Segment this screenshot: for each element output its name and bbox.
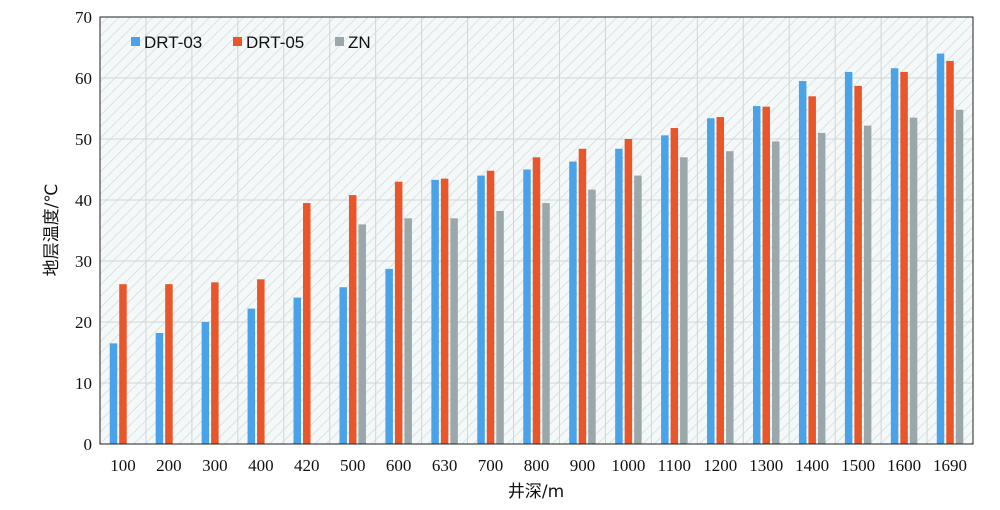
y-tick-label: 20 (75, 313, 92, 332)
bar-drt-03 (339, 287, 347, 444)
y-axis-ticks: 0 10 20 30 40 50 60 70 (75, 8, 92, 454)
x-tick-label: 1100 (658, 456, 691, 475)
bar-drt-05 (532, 157, 541, 445)
bar-drt-05 (900, 71, 908, 445)
bar-drt-03 (523, 169, 531, 444)
y-tick-label: 40 (75, 191, 92, 210)
x-tick-label: 300 (202, 456, 228, 475)
x-tick-label: 400 (248, 456, 274, 475)
bar-drt-05 (624, 139, 633, 444)
y-tick-label: 60 (75, 69, 92, 88)
x-tick-label: 600 (386, 456, 412, 475)
x-tick-label: 100 (110, 456, 136, 475)
bar-drt-05 (440, 178, 449, 444)
x-axis-title: 井深/m (508, 482, 564, 502)
bar-drt-05 (716, 117, 725, 444)
bar-drt-05 (486, 170, 495, 444)
bar-zn (955, 109, 964, 444)
bar-drt-03 (155, 332, 164, 444)
bar-drt-03 (890, 68, 899, 445)
legend-label-drt-03: DRT-03 (144, 33, 202, 52)
bars (109, 53, 964, 445)
bar-drt-05 (808, 96, 816, 445)
bar-drt-03 (293, 297, 302, 444)
x-tick-label: 1000 (611, 456, 645, 475)
bar-drt-03 (385, 268, 393, 444)
bar-drt-03 (707, 118, 715, 444)
x-tick-label: 1400 (795, 456, 829, 475)
y-tick-label: 0 (84, 435, 93, 454)
x-tick-label: 800 (524, 456, 550, 475)
plot-area-frame (99, 16, 974, 445)
x-tick-label: 1200 (703, 456, 737, 475)
x-tick-label: 1600 (887, 456, 921, 475)
x-tick-label: 1690 (933, 456, 967, 475)
legend-swatch-drt-03 (131, 37, 140, 46)
x-tick-label: 900 (570, 456, 596, 475)
bar-zn (634, 175, 642, 444)
x-tick-label: 630 (432, 456, 458, 475)
x-tick-label: 200 (156, 456, 182, 475)
bar-zn (588, 189, 596, 444)
bar-drt-03 (201, 322, 210, 444)
bar-drt-03 (247, 308, 256, 444)
bar-drt-05 (670, 128, 679, 444)
bar-drt-03 (477, 175, 485, 444)
bar-zn (450, 218, 458, 444)
bar-drt-03 (936, 53, 945, 444)
bar-drt-05 (762, 106, 770, 445)
gridlines (100, 17, 973, 444)
bar-zn (358, 224, 366, 444)
bar-zn (404, 218, 412, 444)
bar-drt-03 (798, 81, 807, 445)
y-tick-label: 70 (75, 8, 92, 27)
legend-label-drt-05: DRT-05 (246, 33, 304, 52)
legend-label-zn: ZN (348, 33, 371, 52)
legend-swatch-zn (335, 37, 344, 46)
bar-drt-05 (348, 195, 357, 444)
bar-zn (542, 203, 550, 444)
bar-drt-05 (303, 203, 311, 444)
x-tick-label: 700 (478, 456, 504, 475)
bar-zn (496, 210, 504, 444)
bar-zn (726, 151, 734, 444)
bar-drt-03 (661, 135, 669, 444)
bar-drt-03 (431, 179, 439, 444)
bar-drt-05 (394, 181, 403, 444)
x-axis-ticks: 100 200 300 400 420 500 600 630 700 800 900 1000 110… (110, 456, 967, 475)
bar-drt-03 (569, 161, 577, 444)
bar-drt-03 (615, 148, 623, 444)
bar-drt-03 (109, 343, 118, 444)
bar-zn (680, 157, 688, 445)
bar-drt-05 (578, 148, 587, 444)
y-tick-label: 50 (75, 130, 92, 149)
x-tick-label: 500 (340, 456, 366, 475)
bar-zn (771, 141, 780, 444)
bar-drt-05 (211, 282, 219, 444)
bar-drt-05 (257, 279, 265, 444)
bar-drt-05 (119, 284, 127, 444)
bar-drt-03 (844, 71, 853, 445)
x-tick-label: 1300 (749, 456, 783, 475)
bar-zn (909, 117, 918, 445)
bar-zn (817, 132, 826, 444)
bar-zn (863, 125, 872, 444)
legend: DRT-03 DRT-05 ZN (131, 33, 371, 52)
x-tick-label: 1500 (841, 456, 875, 475)
y-axis-title: 地层温度/℃ (42, 184, 62, 277)
bar-drt-05 (946, 60, 954, 445)
y-tick-label: 30 (75, 252, 92, 271)
bar-drt-03 (752, 106, 761, 444)
bar-drt-05 (854, 85, 862, 445)
legend-swatch-drt-05 (233, 37, 242, 46)
bar-drt-05 (165, 284, 173, 444)
y-tick-label: 10 (75, 374, 92, 393)
x-tick-label: 420 (294, 456, 320, 475)
